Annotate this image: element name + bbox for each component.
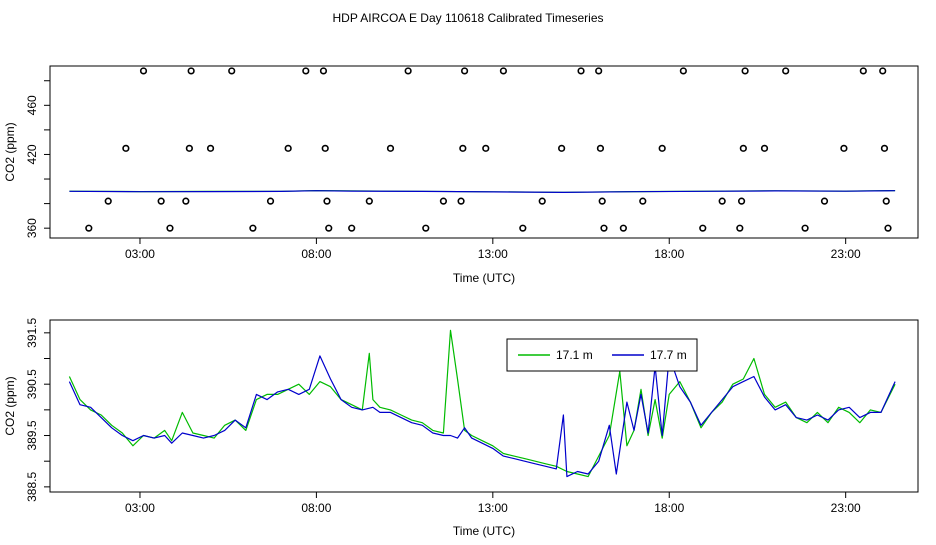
x-tick-label: 18:00 [654,247,684,261]
scatter-point [139,67,148,75]
scatter-point [739,144,747,152]
figure-title: HDP AIRCOA E Day 110618 Calibrated Times… [332,11,603,25]
series-line-17-7-m [68,355,896,478]
scatter-point [206,144,215,152]
scatter-point [600,224,608,232]
y-tick-label: 391.5 [25,317,39,347]
y-tick-label: 360 [25,218,39,238]
series-line-p0-1 [69,190,896,193]
scatter-point [348,224,356,232]
scatter-point [228,67,236,75]
scatter-point [596,144,605,152]
scatter-point [859,67,867,75]
plot-area [68,329,896,478]
plot-frame [49,319,919,493]
scatter-point [577,67,585,75]
scatter-point [460,67,469,75]
scatter-point [104,197,112,205]
x-tick-label: 18:00 [654,501,684,515]
line-panel: 03:00 08:00 13:00 18:00 23:00 388.5 389.5 390.5… [3,317,919,538]
y-tick-label: 388.5 [25,472,39,502]
scatter-panel: 03:00 08:00 13:00 18:00 23:00 360 420 460 Time … [3,65,919,285]
scatter-point [302,67,310,75]
y-tick-label: 420 [25,144,39,164]
axes: 03:00 08:00 13:00 18:00 23:00 360 420 460 [25,80,861,261]
scatter-point [679,67,687,75]
scatter-point [325,224,333,232]
scatter-point [619,224,627,232]
scatter-point [737,197,746,205]
plot-frame [49,65,919,239]
legend-label-17-1m: 17.1 m [556,348,593,362]
scatter-point [439,197,448,205]
plot-area [69,67,896,232]
scatter-point [879,67,887,75]
scatter-point [365,197,373,205]
scatter-point [884,224,892,232]
scatter-point [157,197,165,205]
x-tick-label: 13:00 [478,247,508,261]
scatter-point [699,224,707,232]
scatter-point [321,144,329,152]
scatter-point [736,224,744,232]
scatter-point [499,67,508,75]
scatter-point [319,67,328,75]
y-tick-label: 389.5 [25,420,39,450]
scatter-point [741,67,749,75]
x-axis-label: Time (UTC) [453,524,515,538]
scatter-point [538,197,546,205]
legend: 17.1 m 17.7 m [506,338,698,372]
scatter-point [457,197,465,205]
y-tick-label: 390.5 [25,369,39,399]
scatter-point [880,144,889,152]
x-axis-label: Time (UTC) [453,271,515,285]
scatter-point [422,224,430,232]
x-tick-label: 03:00 [125,247,155,261]
scatter-point [882,197,890,205]
scatter-point [187,67,195,75]
y-tick-label: 460 [25,95,39,115]
scatter-point [386,144,395,152]
scatter-point [85,224,93,232]
x-tick-label: 23:00 [831,247,861,261]
scatter-point [558,144,566,152]
series-line-17-1-m [68,329,896,478]
y-axis-label: CO2 (ppm) [3,122,17,181]
scatter-point [404,67,412,75]
scatter-point [801,224,809,232]
axes: 03:00 08:00 13:00 18:00 23:00 388.5 389.5 390.5… [25,317,861,515]
scatter-point [595,67,603,75]
scatter-point [284,144,292,152]
x-tick-label: 08:00 [301,247,331,261]
x-tick-label: 13:00 [478,501,508,515]
scatter-point [782,67,790,75]
scatter-point [482,144,490,152]
scatter-point [459,144,467,152]
scatter-point [840,144,848,152]
scatter-point [519,224,527,232]
scatter-point [182,197,190,205]
x-tick-label: 23:00 [831,501,861,515]
scatter-point [820,197,829,205]
scatter-point [718,197,726,205]
legend-box [506,338,698,372]
scatter-point [760,144,769,152]
x-tick-label: 08:00 [301,501,331,515]
scatter-point [639,197,647,205]
legend-label-17-7m: 17.7 m [650,348,687,362]
scatter-point [323,197,331,205]
scatter-point [166,224,174,232]
scatter-point [598,197,606,205]
scatter-point [122,144,130,152]
scatter-point [249,224,257,232]
scatter-point [266,197,275,205]
y-axis-label: CO2 (ppm) [3,376,17,435]
x-tick-label: 03:00 [125,501,155,515]
scatter-point [185,144,193,152]
scatter-point [658,144,666,152]
